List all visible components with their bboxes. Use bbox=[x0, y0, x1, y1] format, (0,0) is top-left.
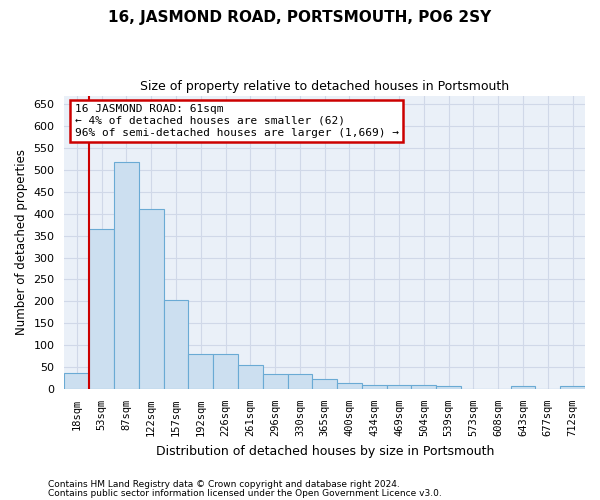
X-axis label: Distribution of detached houses by size in Portsmouth: Distribution of detached houses by size … bbox=[155, 444, 494, 458]
Text: Contains HM Land Registry data © Crown copyright and database right 2024.: Contains HM Land Registry data © Crown c… bbox=[48, 480, 400, 489]
Text: 16, JASMOND ROAD, PORTSMOUTH, PO6 2SY: 16, JASMOND ROAD, PORTSMOUTH, PO6 2SY bbox=[109, 10, 491, 25]
Bar bbox=[436, 386, 461, 389]
Bar bbox=[188, 354, 213, 389]
Bar bbox=[164, 300, 188, 389]
Text: 16 JASMOND ROAD: 61sqm
← 4% of detached houses are smaller (62)
96% of semi-deta: 16 JASMOND ROAD: 61sqm ← 4% of detached … bbox=[75, 104, 399, 138]
Bar bbox=[64, 372, 89, 389]
Bar bbox=[139, 209, 164, 389]
Title: Size of property relative to detached houses in Portsmouth: Size of property relative to detached ho… bbox=[140, 80, 509, 93]
Bar bbox=[89, 229, 114, 389]
Text: Contains public sector information licensed under the Open Government Licence v3: Contains public sector information licen… bbox=[48, 488, 442, 498]
Bar bbox=[313, 380, 337, 389]
Bar bbox=[287, 374, 313, 389]
Bar bbox=[213, 354, 238, 389]
Bar bbox=[386, 384, 412, 389]
Bar bbox=[238, 365, 263, 389]
Bar bbox=[362, 384, 386, 389]
Bar bbox=[560, 386, 585, 389]
Y-axis label: Number of detached properties: Number of detached properties bbox=[15, 149, 28, 335]
Bar bbox=[114, 162, 139, 389]
Bar bbox=[337, 384, 362, 389]
Bar bbox=[511, 386, 535, 389]
Bar bbox=[412, 386, 436, 389]
Bar bbox=[263, 374, 287, 389]
